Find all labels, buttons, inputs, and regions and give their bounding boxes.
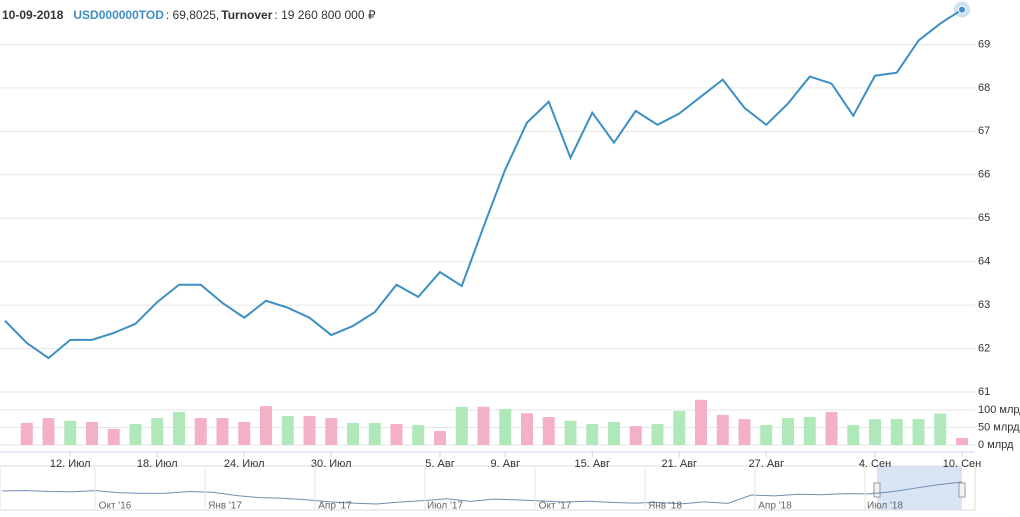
volume-bar — [803, 417, 816, 445]
y-tick-label: 61 — [978, 386, 990, 398]
navigator-label: Янв '18 — [648, 501, 682, 512]
x-tick-label: 18. Июл — [137, 458, 178, 470]
last-point — [958, 5, 966, 14]
y-tick-label: 68 — [978, 82, 990, 94]
x-tick-label: 15. Авг — [574, 458, 610, 470]
x-tick-label: 4. Сен — [859, 458, 891, 470]
volume-bar — [890, 419, 903, 445]
volume-bar — [651, 424, 664, 445]
turnover: : 19 260 800 000 ₽ — [274, 8, 375, 22]
y2-tick-label: 0 млрд — [978, 439, 1014, 451]
y-tick-label: 63 — [978, 299, 990, 311]
navigator-label: Июл '17 — [427, 501, 464, 512]
volume-bar — [151, 418, 164, 445]
volume-bar — [238, 421, 251, 445]
y-tick-label: 66 — [978, 169, 990, 181]
volume-bar — [368, 422, 381, 445]
y-tick-label: 64 — [978, 256, 990, 268]
volume-bar — [521, 413, 533, 445]
price-line — [4, 8, 963, 360]
ticker: USD000000TOD — [73, 8, 164, 22]
x-tick-label: 5. Авг — [425, 458, 454, 470]
volume-bar — [738, 419, 751, 445]
volume-bar — [542, 417, 555, 445]
volume-bar — [325, 418, 338, 445]
volume-bar — [129, 424, 142, 445]
turnover-label: Turnover — [221, 8, 272, 22]
volume-bar — [673, 411, 686, 445]
navigator-label: Окт '17 — [539, 501, 572, 512]
date: 10-09-2018 — [2, 8, 64, 22]
volume-bar — [42, 418, 55, 445]
x-tick-label: 9. Авг — [491, 458, 520, 470]
volume-bar — [825, 412, 838, 445]
volume-bar — [455, 406, 468, 445]
volume-bar — [303, 415, 316, 445]
price: : 69,8025, — [166, 8, 219, 22]
volume-bar — [934, 413, 947, 445]
volume-bar — [760, 425, 773, 445]
x-tick-label: 12. Июл — [50, 458, 91, 470]
volume-bar — [194, 418, 207, 445]
navigator-label: Окт '16 — [99, 501, 132, 512]
volume-bar — [107, 428, 120, 445]
y-tick-label: 62 — [978, 342, 990, 354]
volume-bar — [64, 420, 77, 445]
navigator-line — [1, 481, 963, 505]
y-tick-label: 67 — [978, 125, 990, 137]
y-tick-label: 65 — [978, 212, 990, 224]
volume-bar — [912, 419, 925, 445]
volume-bar — [347, 422, 359, 445]
y2-tick-label: 50 млрд — [978, 421, 1020, 433]
volume-bar — [412, 425, 425, 445]
x-tick-label: 24. Июл — [224, 458, 265, 470]
volume-bar — [629, 426, 642, 445]
volume-bar — [869, 419, 881, 445]
navigator — [0, 465, 976, 511]
volume-bar — [564, 420, 577, 445]
volume-bar — [20, 422, 33, 445]
volume-bar — [216, 418, 229, 445]
navigator-label: Янв '17 — [208, 501, 242, 512]
x-tick-label: 10. Сен — [943, 458, 981, 470]
volume-bar — [499, 408, 512, 445]
navigator-label: Апр '18 — [758, 501, 792, 512]
volume-bar — [390, 424, 403, 445]
volume-bar — [956, 438, 968, 445]
navigator-label: Июл '18 — [867, 501, 904, 512]
volume-bar — [434, 431, 446, 445]
volume-bar — [477, 406, 490, 445]
volume-bar — [173, 412, 185, 445]
x-tick-label: 30. Июл — [311, 458, 352, 470]
navigator-label: Апр '17 — [318, 501, 352, 512]
volume-bar — [716, 414, 729, 445]
navigator-handle[interactable] — [958, 482, 966, 498]
navigator-handle[interactable] — [873, 482, 881, 498]
volume-bar — [608, 421, 620, 445]
volume-bar — [695, 399, 707, 445]
volume-bar — [586, 424, 599, 445]
volume-bar — [847, 425, 860, 445]
volume-bar — [281, 415, 294, 445]
x-tick-label: 27. Авг — [748, 458, 784, 470]
x-tick-label: 21. Авг — [661, 458, 697, 470]
y-tick-label: 69 — [978, 38, 990, 50]
volume-bar — [86, 421, 98, 445]
y2-tick-label: 100 млрд — [978, 404, 1020, 416]
volume-bar — [260, 406, 272, 445]
volume-bar — [782, 418, 794, 445]
